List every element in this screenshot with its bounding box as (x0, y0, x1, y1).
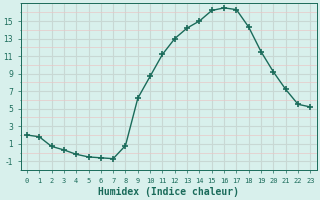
X-axis label: Humidex (Indice chaleur): Humidex (Indice chaleur) (98, 186, 239, 197)
